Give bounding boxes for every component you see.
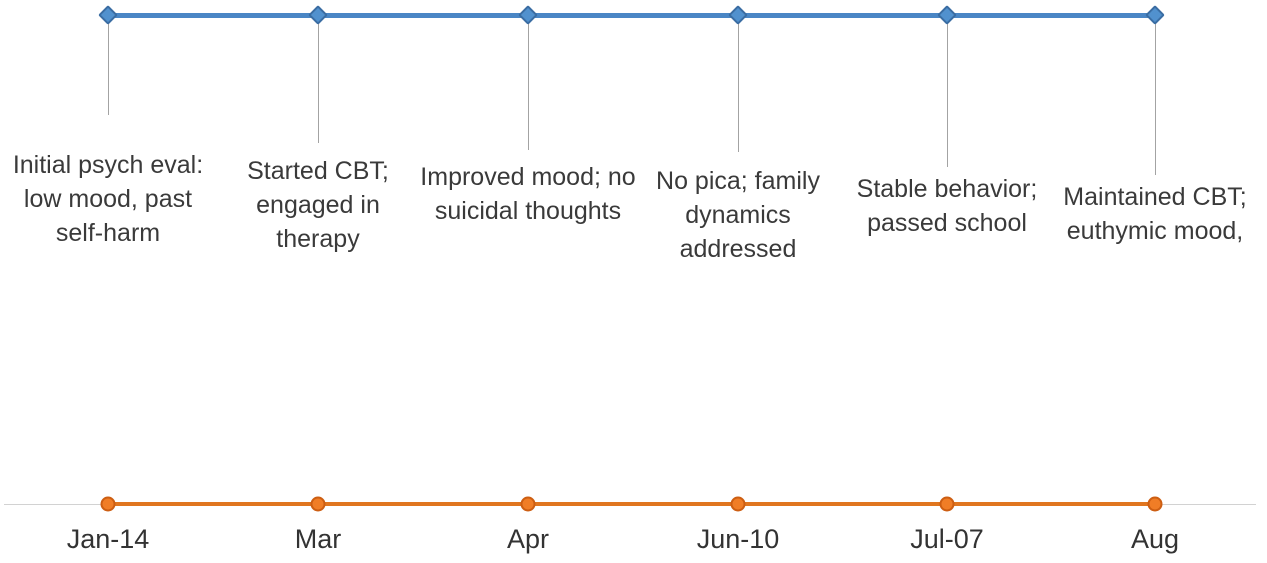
date-marker-icon — [1147, 496, 1163, 512]
top-series-line — [108, 13, 1155, 18]
date-marker-icon — [520, 496, 536, 512]
event-marker-icon — [98, 5, 118, 25]
event-label: Initial psych eval: low mood, past self-… — [12, 151, 204, 247]
event-label: Started CBT; engaged in therapy — [247, 157, 389, 253]
event-label: Stable behavior; passed school — [856, 175, 1038, 237]
leader-line — [318, 23, 319, 143]
leader-line — [738, 23, 739, 152]
date-label: Jun-10 — [696, 524, 780, 554]
date-marker-icon — [100, 496, 116, 512]
leader-line — [1155, 23, 1156, 175]
event-label: Maintained CBT; euthymic mood, — [1063, 183, 1247, 245]
date-label: Apr — [506, 524, 550, 554]
date-label: Aug — [1130, 524, 1180, 554]
date-marker-icon — [730, 496, 746, 512]
event-marker-icon — [728, 5, 748, 25]
event-marker-icon — [937, 5, 957, 25]
event-label: No pica; family dynamics addressed — [656, 167, 820, 263]
event-marker-icon — [308, 5, 328, 25]
event-marker-icon — [1145, 5, 1165, 25]
leader-line — [947, 23, 948, 167]
leader-line — [528, 23, 529, 150]
date-marker-icon — [310, 496, 326, 512]
date-marker-icon — [939, 496, 955, 512]
leader-line — [108, 23, 109, 115]
date-label: Jan-14 — [66, 524, 150, 554]
bottom-series-line — [108, 502, 1155, 506]
date-label: Mar — [294, 524, 342, 554]
event-label: Improved mood; no suicidal thoughts — [420, 163, 636, 225]
event-marker-icon — [518, 5, 538, 25]
date-label: Jul-07 — [910, 524, 984, 554]
